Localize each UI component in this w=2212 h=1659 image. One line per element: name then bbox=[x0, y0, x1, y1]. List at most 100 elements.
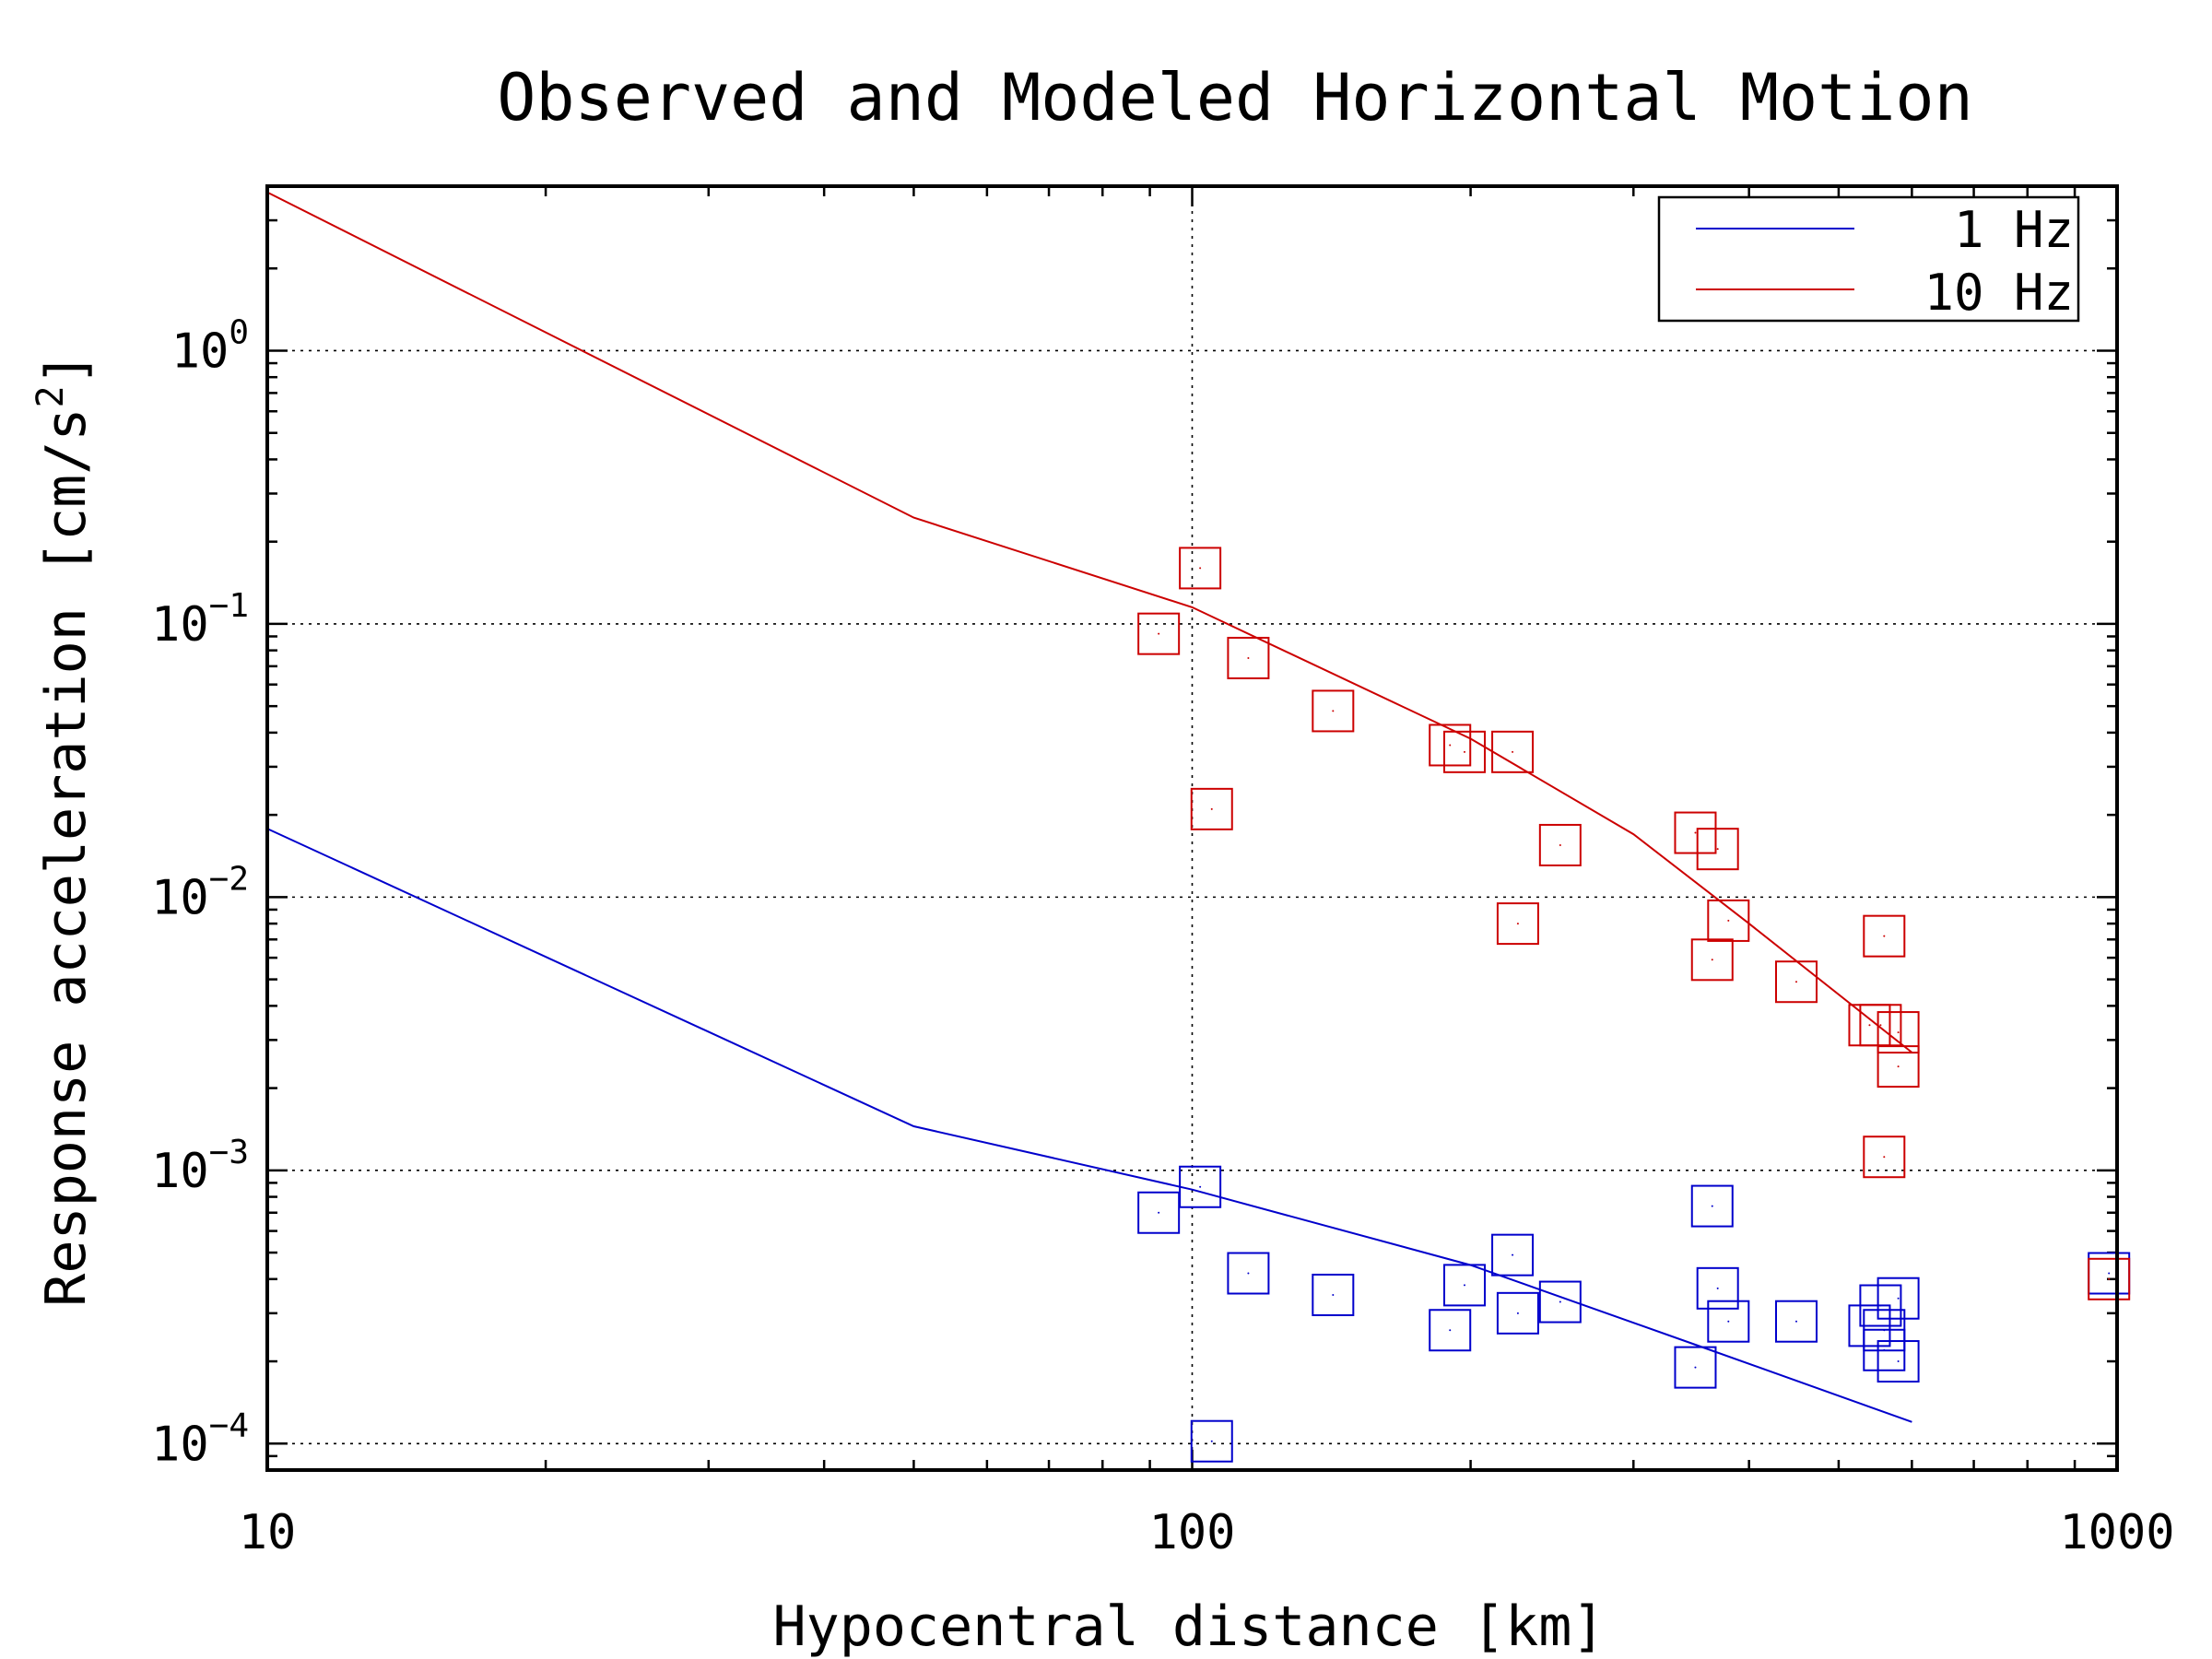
observed-point-10hz bbox=[1429, 724, 1472, 767]
series-10hz bbox=[266, 191, 2131, 1300]
legend: 1 Hz 10 Hz bbox=[1657, 195, 2080, 323]
observed-point-center-10hz bbox=[1897, 1065, 1900, 1068]
observed-point-1hz bbox=[1538, 1280, 1582, 1324]
observed-point-10hz bbox=[1491, 730, 1535, 773]
svg-text:Response acceleration [cm/s2]: Response acceleration [cm/s2] bbox=[29, 352, 99, 1307]
observed-point-1hz bbox=[1696, 1266, 1739, 1310]
observed-point-1hz bbox=[1429, 1309, 1472, 1352]
observed-point-10hz bbox=[1707, 899, 1750, 942]
y-tick-exponent: −4 bbox=[209, 1406, 249, 1444]
observed-point-center-10hz bbox=[1868, 1024, 1871, 1027]
y-tick-exponent: 0 bbox=[229, 313, 249, 351]
observed-point-center-1hz bbox=[1559, 1300, 1561, 1303]
x-tick-label: 1000 bbox=[2059, 1505, 2174, 1560]
observed-point-center-1hz bbox=[1463, 1284, 1465, 1287]
observed-point-10hz bbox=[1496, 902, 1539, 946]
chart-title: Observed and Modeled Horizontal Motion bbox=[497, 60, 1972, 135]
observed-point-10hz bbox=[1190, 787, 1233, 830]
series-1hz bbox=[266, 828, 2131, 1463]
x-axis-label: Hypocentral distance [km] bbox=[772, 1594, 1605, 1659]
observed-point-center-1hz bbox=[1516, 1312, 1519, 1314]
y-tick-exponent: −3 bbox=[209, 1134, 249, 1171]
observed-point-10hz bbox=[1442, 730, 1486, 773]
observed-point-center-10hz bbox=[1332, 710, 1335, 712]
observed-point-center-10hz bbox=[1199, 567, 1202, 570]
observed-point-center-10hz bbox=[1247, 656, 1250, 659]
observed-point-center-1hz bbox=[1512, 1253, 1514, 1256]
observed-point-10hz bbox=[1774, 960, 1818, 1004]
plot-area bbox=[266, 191, 2131, 1463]
observed-point-1hz bbox=[1190, 1419, 1233, 1463]
observed-point-10hz bbox=[1674, 811, 1717, 854]
observed-point-1hz bbox=[1496, 1291, 1539, 1335]
observed-point-1hz bbox=[1179, 1165, 1222, 1208]
observed-point-center-1hz bbox=[1897, 1297, 1900, 1300]
y-axis-label-superscript: 2 bbox=[29, 385, 72, 407]
observed-point-center-10hz bbox=[1794, 981, 1797, 983]
observed-point-center-1hz bbox=[1883, 1348, 1886, 1351]
observed-point-10hz bbox=[1877, 1011, 1920, 1054]
observed-point-10hz bbox=[1696, 828, 1739, 871]
observed-point-1hz bbox=[1690, 1184, 1734, 1228]
observed-point-1hz bbox=[1877, 1277, 1920, 1320]
observed-point-center-1hz bbox=[1794, 1320, 1797, 1323]
y-axis-label-main: Response acceleration [cm/s bbox=[34, 407, 99, 1306]
legend-label-10hz: 10 Hz bbox=[1924, 264, 2074, 322]
y-tick-base: 10 bbox=[151, 1417, 209, 1472]
y-tick-base: 10 bbox=[151, 1144, 209, 1199]
observed-point-10hz bbox=[2088, 1257, 2131, 1300]
legend-box bbox=[1657, 195, 2080, 323]
observed-point-center-1hz bbox=[1158, 1211, 1160, 1214]
observed-point-10hz bbox=[1863, 1135, 1906, 1179]
observed-point-1hz bbox=[1774, 1300, 1818, 1343]
observed-point-center-1hz bbox=[1727, 1320, 1730, 1323]
y-axis-label-end: ] bbox=[34, 352, 99, 385]
model-line-1hz bbox=[266, 828, 1912, 1423]
observed-point-center-10hz bbox=[1559, 843, 1561, 846]
observed-point-10hz bbox=[1312, 689, 1355, 733]
observed-point-1hz bbox=[1877, 1340, 1920, 1383]
y-tick-label: 10−2 bbox=[151, 860, 249, 925]
observed-point-1hz bbox=[1137, 1191, 1181, 1234]
y-tick-exponent: −2 bbox=[209, 860, 249, 898]
x-tick-label: 10 bbox=[239, 1505, 297, 1560]
observed-point-center-10hz bbox=[1158, 632, 1160, 635]
y-tick-label: 10−1 bbox=[151, 587, 249, 653]
y-tick-base: 10 bbox=[151, 597, 209, 653]
observed-point-10hz bbox=[1863, 914, 1906, 958]
observed-point-1hz bbox=[1491, 1233, 1535, 1277]
observed-point-center-10hz bbox=[1512, 750, 1514, 753]
y-tick-base: 10 bbox=[151, 870, 209, 925]
x-tick-labels: 10 100 1000 bbox=[239, 1505, 2175, 1560]
observed-point-10hz bbox=[1137, 612, 1181, 655]
observed-point-center-1hz bbox=[1716, 1287, 1719, 1289]
observed-point-1hz bbox=[1227, 1252, 1270, 1295]
observed-point-center-1hz bbox=[2108, 1272, 2111, 1275]
y-tick-label: 10−4 bbox=[151, 1406, 249, 1472]
y-tick-exponent: −1 bbox=[209, 587, 249, 625]
observed-point-1hz bbox=[1859, 1284, 1902, 1327]
y-tick-label: 10−3 bbox=[151, 1134, 249, 1199]
observed-point-center-1hz bbox=[1199, 1185, 1202, 1188]
observed-point-center-10hz bbox=[1711, 959, 1713, 961]
x-tick-label: 100 bbox=[1149, 1505, 1236, 1560]
legend-label-1hz: 1 Hz bbox=[1954, 201, 2074, 259]
grid-lines bbox=[267, 186, 2117, 1470]
observed-point-center-1hz bbox=[1694, 1366, 1697, 1369]
observed-point-center-1hz bbox=[1332, 1293, 1335, 1296]
observed-point-1hz bbox=[1312, 1273, 1355, 1316]
observed-point-center-10hz bbox=[1716, 848, 1719, 851]
observed-point-center-10hz bbox=[1879, 1024, 1882, 1027]
observed-point-1hz bbox=[1863, 1328, 1906, 1371]
observed-point-10hz bbox=[1690, 938, 1734, 982]
observed-point-center-1hz bbox=[1879, 1304, 1882, 1307]
observed-point-center-10hz bbox=[1694, 831, 1697, 834]
observed-point-10hz bbox=[1538, 823, 1582, 866]
observed-point-1hz bbox=[1674, 1346, 1717, 1389]
observed-point-center-10hz bbox=[1727, 919, 1730, 922]
observed-point-center-1hz bbox=[1449, 1329, 1452, 1332]
observed-point-1hz bbox=[1442, 1264, 1486, 1307]
observed-point-center-10hz bbox=[1210, 807, 1213, 810]
